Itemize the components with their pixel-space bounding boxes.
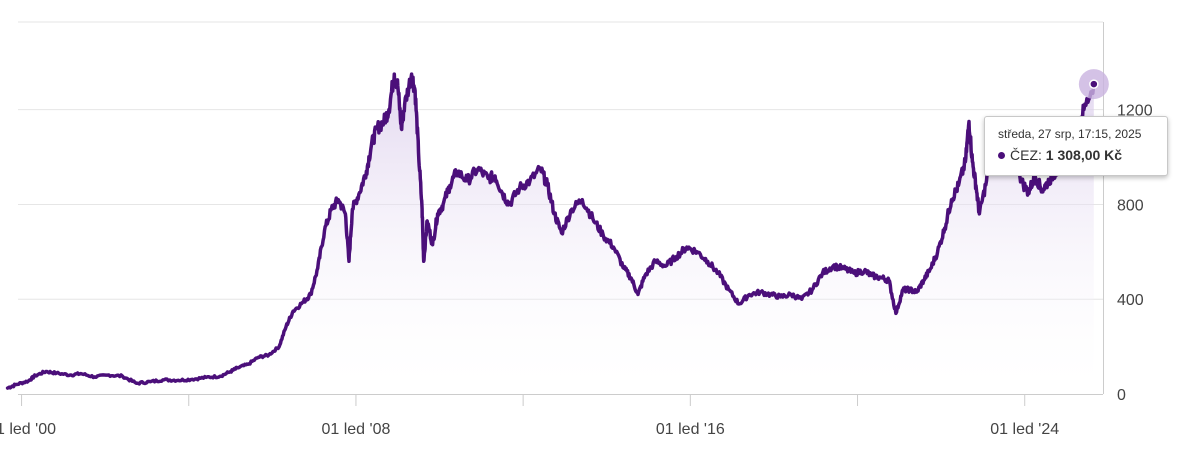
x-tick-label: 01 led '16 (656, 421, 725, 438)
x-axis-labels: 01 led '00 01 led '08 01 led '16 01 led '24 (0, 421, 1059, 438)
x-tick-label: 01 led '08 (321, 421, 390, 438)
marker-point (1089, 79, 1099, 89)
series-area (5, 72, 1096, 394)
hover-marker (1078, 69, 1109, 100)
series-area-fill (7, 74, 1094, 394)
tooltip-date: středa, 27 srp, 17:15, 2025 (998, 127, 1142, 141)
price-tooltip: středa, 27 srp, 17:15, 2025 ČEZ: 1 308,0… (984, 116, 1168, 176)
series-dot-icon (998, 152, 1005, 159)
x-tick-label: 01 led '24 (990, 421, 1059, 438)
y-tick-label: 0 (1117, 387, 1126, 404)
y-axis-labels: 0 400 800 1200 (1117, 103, 1153, 404)
x-tick-label: 01 led '00 (0, 421, 56, 438)
tooltip-value: 1 308,00 Kč (1045, 147, 1123, 163)
series-line (5, 72, 1096, 390)
y-tick-label: 400 (1117, 292, 1144, 309)
y-tick-label: 800 (1117, 197, 1144, 214)
tooltip-series-row: ČEZ: 1 308,00 Kč (998, 147, 1167, 163)
y-tick-label: 1200 (1117, 103, 1153, 120)
tooltip-series-name: ČEZ (1010, 147, 1038, 163)
